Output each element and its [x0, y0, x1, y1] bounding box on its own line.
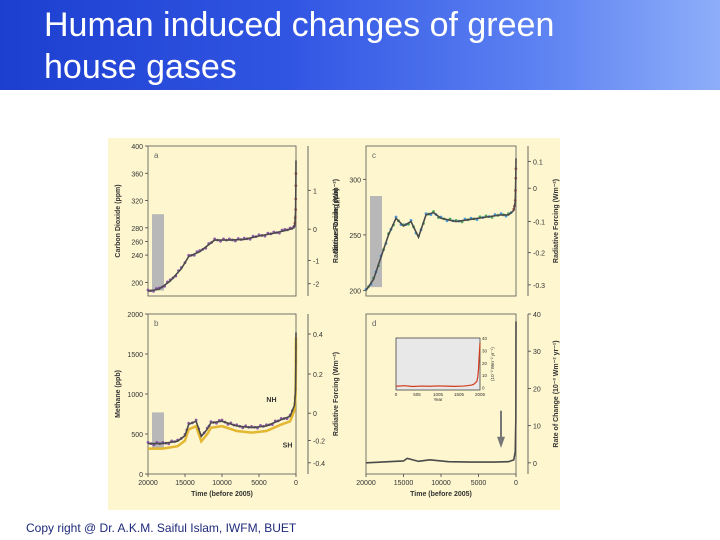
ytick-label-a-0: 400 [131, 144, 143, 151]
title-line-2: house gases [44, 48, 237, 86]
y2tick-label-a-3: -2 [313, 282, 319, 289]
y2label-b: Radiative Forcing (Wm⁻²) [333, 352, 340, 436]
y2tick-label-a-0: 1 [313, 188, 317, 195]
ytick-label-b-2: 1000 [127, 392, 143, 399]
y2label-c: Radiative Forcing (Wm⁻²) [553, 179, 560, 263]
y2tick-label-c-2: -0.1 [533, 220, 545, 227]
ytick-label-a-1: 360 [131, 171, 143, 178]
ytick-label-b-0: 2000 [127, 312, 143, 319]
panel-frame-b [147, 313, 297, 475]
panel-a: a 400 360 320 280 260 240 200 Carbon Dioxide (pp… [115, 144, 340, 297]
y2tick-label-c-4: -0.3 [533, 283, 545, 290]
panel-label-c: c [372, 151, 376, 160]
ytick-label-c-1: 250 [349, 233, 361, 240]
xtick-label-d-2: 10000 [431, 480, 451, 487]
inset-xlabel: Year [433, 397, 443, 402]
inset-ytick-4: 0 [482, 386, 485, 391]
xlabel-d: Time (before 2005) [410, 491, 472, 498]
xtick-label-d-4: 0 [514, 480, 518, 487]
inset-xtick-3: 1505 [454, 392, 465, 397]
inset-frame [395, 337, 481, 391]
panel-frame-a [147, 145, 297, 297]
ytick-label-b-1: 1500 [127, 352, 143, 359]
y2tick-label-c-3: -0.2 [533, 251, 545, 258]
data-marker-c-4-0 [394, 215, 398, 219]
y2tick-label-d-4: 0 [533, 461, 537, 468]
ytick-label-b-3: 500 [131, 432, 143, 439]
ytick-label-a-5: 240 [131, 253, 143, 260]
panel-c: c 300 250 200 Nitrous Oxide (ppb) 0.1 0 -0.1 -0.… [333, 145, 560, 297]
y2tick-label-d-2: 20 [533, 386, 541, 393]
ytick-label-a-6: 200 [131, 280, 143, 287]
series-line-a [147, 160, 297, 293]
ytick-label-a-2: 320 [131, 199, 143, 206]
ytick-label-a-4: 260 [131, 239, 143, 246]
xtick-label-b-0: 20000 [138, 480, 158, 487]
y2tick-label-b-0: 0.4 [313, 332, 323, 339]
xtick-label-d-3: 5000 [471, 480, 487, 487]
inset-ytick-3: 10 [482, 373, 488, 378]
xtick-label-d-1: 15000 [394, 480, 414, 487]
y2tick-label-b-1: 0.2 [313, 372, 323, 379]
ylabel-a: Carbon Dioxide (ppm) [115, 184, 122, 257]
panel-frame-c [365, 145, 517, 297]
inset-series [395, 342, 481, 388]
panel-label-b: b [154, 319, 159, 328]
ylabel-b: Methane (ppb) [115, 370, 122, 418]
annotation-sh: SH [283, 443, 293, 450]
y2tick-label-d-0: 40 [533, 312, 541, 319]
y2tick-label-b-3: -0.2 [313, 438, 325, 445]
y2tick-label-a-1: 0 [313, 227, 317, 234]
inset-xtick-1: 505 [413, 392, 421, 397]
xtick-label-b-1: 15000 [175, 480, 195, 487]
ylabel-c: Nitrous Oxide (ppb) [333, 188, 340, 253]
ytick-label-c-2: 200 [349, 288, 361, 295]
inset-ytick-1: 30 [482, 348, 488, 353]
series-line-b [148, 332, 297, 445]
inset-xtick-4: 2005 [475, 392, 486, 397]
inset-ytick-2: 20 [482, 361, 488, 366]
series-sh-b [148, 337, 298, 450]
range-bar-b [152, 412, 164, 448]
inset-ylabel: (10⁻³ Wm⁻² yr⁻¹) [490, 347, 495, 381]
panel-label-a: a [154, 151, 159, 160]
y2tick-label-c-1: 0 [533, 186, 537, 193]
arrow-head [497, 436, 505, 448]
range-bar-a [152, 214, 164, 291]
panel-d: d 40 30 20 10 0 Rate of Change (10⁻³ Wm⁻² yr⁻¹… [356, 312, 560, 498]
ytick-label-a-3: 280 [131, 226, 143, 233]
y2tick-label-c-0: 0.1 [533, 160, 543, 167]
title-line-1: Human induced changes of green [44, 6, 555, 44]
y2tick-label-b-4: -0.4 [313, 461, 325, 468]
title-bar: Human induced changes of green house gas… [0, 0, 720, 90]
series-line-c [365, 158, 517, 291]
y2label-d: Rate of Change (10⁻³ Wm⁻² yr⁻¹) [553, 340, 560, 447]
xtick-label-d-0: 20000 [356, 480, 376, 487]
xtick-label-b-3: 5000 [251, 480, 267, 487]
slide-title: Human induced changes of green house gas… [44, 4, 684, 88]
annotation-nh: NH [266, 397, 276, 404]
ytick-label-c-0: 300 [349, 177, 361, 184]
y2tick-label-a-2: -1 [313, 259, 319, 266]
y2tick-label-d-1: 30 [533, 349, 541, 356]
y2tick-label-b-2: 0 [313, 411, 317, 418]
ytick-label-b-4: 0 [139, 472, 143, 479]
series-line-d [365, 321, 517, 464]
xtick-label-b-4: 0 [294, 480, 298, 487]
copyright-footer: Copy right @ Dr. A.K.M. Saiful Islam, IW… [26, 521, 297, 535]
xlabel-b: Time (before 2005) [191, 491, 253, 498]
inset-xtick-0: 0 [395, 392, 398, 397]
xtick-label-b-2: 10000 [212, 480, 232, 487]
ghg-figure: a 400 360 320 280 260 240 200 Carbon Dioxide (pp… [108, 138, 560, 510]
y2label-a: Radiative Forcing (Wm⁻²) [333, 179, 340, 263]
inset-ytick-0: 40 [482, 336, 488, 341]
y2tick-label-d-3: 10 [533, 424, 541, 431]
panel-label-d: d [372, 319, 376, 328]
inset-xtick-2: 1005 [433, 392, 444, 397]
